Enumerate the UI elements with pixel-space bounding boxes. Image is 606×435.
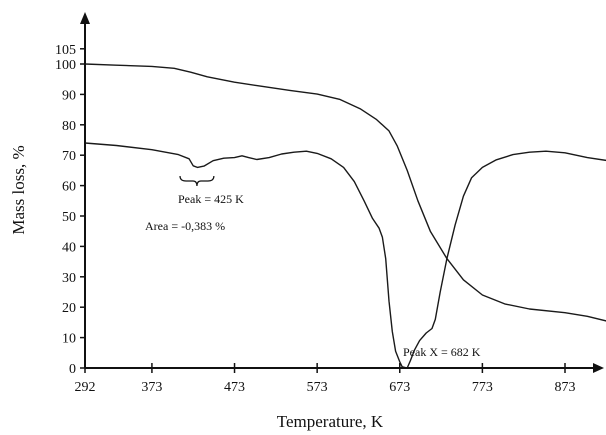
x-tick-label: 773: [472, 380, 493, 395]
y-axis-arrowhead: [80, 12, 90, 24]
annotation-peak-425: Peak = 425 K: [178, 192, 244, 206]
y-tick-label: 10: [62, 332, 76, 347]
y-tick-label: 20: [62, 301, 76, 316]
x-tick-label: 373: [141, 380, 162, 395]
x-tick-label: 292: [75, 380, 96, 395]
y-tick-label: 0: [69, 362, 76, 377]
y-tick-label: 50: [62, 210, 76, 225]
y-tick-label: 30: [62, 271, 76, 286]
dtg-curve: [84, 142, 606, 369]
y-tick-label: 80: [62, 119, 76, 134]
x-axis-arrowhead: [593, 363, 604, 373]
x-tick-label: 673: [389, 380, 410, 395]
x-tick-label: 873: [555, 380, 576, 395]
tg-curve: [84, 63, 606, 322]
y-axis-title: Mass loss, %: [9, 145, 28, 234]
series-layer: [84, 63, 606, 369]
annotation-area: Area = -0,383 %: [145, 219, 225, 233]
peak-brace: [179, 175, 215, 187]
x-tick-label: 573: [307, 380, 328, 395]
y-tick-label: 60: [62, 180, 76, 195]
y-tick-label: 70: [62, 149, 76, 164]
y-tick-label: 105: [55, 43, 76, 58]
y-tick-label: 100: [55, 58, 76, 73]
y-tick-label: 90: [62, 88, 76, 103]
x-tick-label: 473: [224, 380, 245, 395]
x-axis-title: Temperature, K: [277, 412, 384, 431]
annotation-peak-682: Peak X = 682 K: [403, 345, 481, 359]
y-tick-label: 40: [62, 240, 76, 255]
